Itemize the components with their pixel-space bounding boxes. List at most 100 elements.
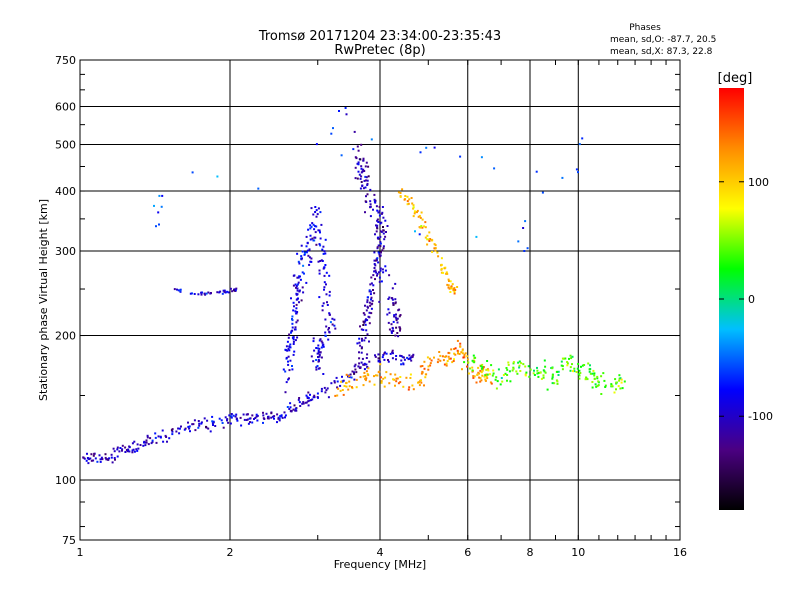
data-point: [287, 355, 290, 358]
data-point: [380, 251, 382, 254]
data-point: [546, 388, 549, 391]
data-point: [418, 384, 421, 387]
data-point: [493, 167, 496, 170]
data-point: [375, 259, 377, 262]
data-point: [291, 329, 294, 332]
data-point: [366, 333, 369, 336]
data-point: [453, 352, 456, 355]
data-point: [284, 416, 286, 419]
y-tick-label: 100: [55, 474, 76, 487]
data-point: [561, 176, 564, 179]
data-point: [309, 234, 312, 237]
data-point: [483, 375, 486, 378]
data-point: [395, 313, 397, 316]
data-point: [276, 413, 279, 416]
data-point: [596, 385, 599, 387]
data-point: [110, 453, 113, 456]
data-point: [328, 274, 331, 277]
data-point: [151, 440, 154, 443]
data-point: [298, 262, 301, 265]
data-point: [288, 333, 291, 336]
data-point: [383, 352, 386, 355]
data-point: [360, 181, 363, 183]
data-point: [516, 372, 519, 375]
data-point: [387, 298, 390, 300]
data-point: [617, 385, 620, 388]
data-point: [376, 209, 379, 212]
data-point: [362, 312, 365, 315]
data-point: [200, 293, 203, 296]
data-point: [307, 397, 310, 399]
data-point: [492, 372, 495, 375]
data-point: [273, 417, 275, 420]
data-point: [255, 413, 258, 416]
data-point: [481, 363, 484, 366]
data-point: [336, 394, 339, 397]
data-point: [183, 428, 186, 431]
data-point: [369, 215, 372, 218]
data-point: [367, 165, 370, 168]
data-point: [317, 260, 320, 263]
data-point: [304, 401, 307, 404]
data-point: [377, 221, 380, 223]
data-point: [143, 441, 145, 444]
data-point: [187, 421, 189, 424]
data-point: [313, 394, 316, 397]
data-point: [463, 355, 466, 357]
data-point: [326, 387, 329, 390]
data-point: [469, 367, 471, 370]
data-point: [379, 267, 382, 270]
data-point: [424, 376, 427, 379]
data-point: [328, 294, 331, 297]
data-point: [402, 356, 405, 359]
data-point: [610, 383, 613, 386]
data-point: [553, 382, 556, 385]
data-point: [317, 207, 320, 210]
data-point: [235, 413, 238, 416]
data-point: [307, 228, 310, 231]
data-point: [227, 421, 230, 424]
data-point: [366, 296, 369, 299]
data-point: [227, 291, 230, 294]
data-point: [485, 368, 488, 371]
data-point: [382, 232, 385, 235]
data-point: [322, 252, 325, 255]
data-point: [365, 309, 368, 312]
data-point: [408, 354, 411, 357]
data-point: [385, 231, 387, 233]
data-point: [322, 345, 325, 348]
data-point: [247, 422, 250, 425]
data-point: [365, 195, 367, 198]
data-point: [223, 290, 226, 293]
data-point: [319, 211, 322, 214]
data-point: [363, 368, 366, 371]
data-point: [407, 358, 410, 361]
colorbar-tick-label: 0: [748, 293, 755, 306]
data-point: [375, 205, 378, 208]
y-tick-label: 300: [55, 245, 76, 258]
data-point: [369, 304, 372, 307]
data-point: [272, 415, 274, 418]
data-point: [420, 211, 423, 214]
data-point: [292, 309, 295, 312]
data-point: [320, 223, 323, 226]
data-point: [370, 303, 373, 306]
data-point: [380, 230, 383, 233]
data-point: [303, 253, 306, 256]
data-point: [495, 376, 498, 379]
data-point: [90, 459, 93, 462]
data-point: [429, 238, 432, 240]
data-point: [131, 442, 134, 445]
data-point: [434, 244, 437, 247]
data-point: [222, 426, 225, 429]
data-point: [456, 286, 459, 288]
data-point: [322, 373, 325, 375]
data-point: [344, 107, 347, 109]
data-point: [308, 256, 311, 259]
data-point: [480, 156, 483, 159]
data-point: [203, 292, 206, 295]
data-point: [296, 336, 299, 339]
data-point: [387, 360, 390, 363]
data-point: [543, 370, 546, 373]
data-point: [312, 340, 315, 343]
